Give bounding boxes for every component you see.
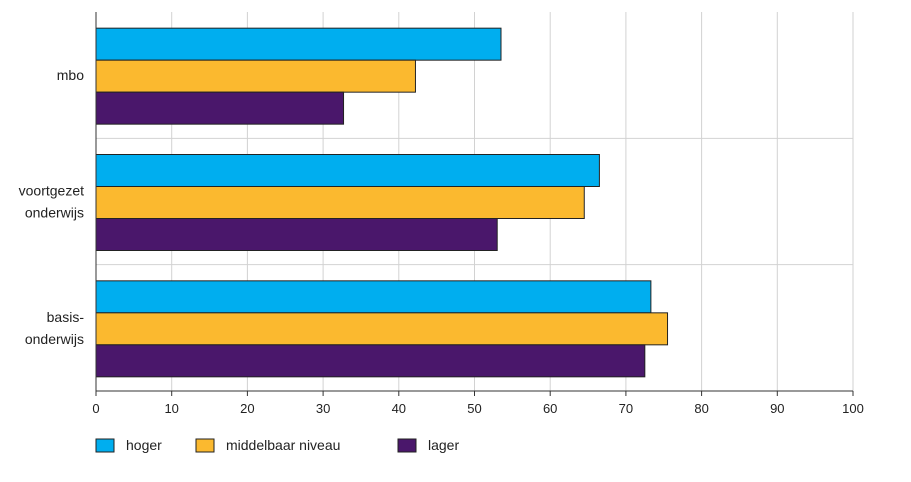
x-tick-label: 20 (240, 401, 254, 416)
category-label: mbo (57, 67, 84, 83)
category-label: onderwijs (25, 331, 84, 347)
x-tick-label: 90 (770, 401, 784, 416)
bar-middelbaar-niveau-0 (95, 59, 416, 93)
x-tick-labels: 0 10 20 30 40 50 60 70 80 90 100 (92, 401, 863, 416)
bars (95, 27, 669, 378)
x-tick-label: 100 (842, 401, 864, 416)
x-tick-label: 70 (619, 401, 633, 416)
x-tick-label: 30 (316, 401, 330, 416)
legend-swatch-hoger (95, 438, 115, 453)
category-labels: mbo voortgezet onderwijs basis-onderwijs (19, 67, 85, 347)
legend: hoger middelbaar niveau lager (95, 437, 459, 453)
category-label: voortgezet (19, 183, 84, 199)
x-tick-label: 50 (467, 401, 481, 416)
category-label: onderwijs (25, 205, 84, 221)
x-tick-label: 0 (92, 401, 99, 416)
bar-hoger-2 (95, 280, 652, 314)
category-label: basis- (47, 309, 85, 325)
legend-label: middelbaar niveau (226, 437, 340, 453)
bar-middelbaar-niveau-1 (95, 186, 585, 219)
bar-middelbaar-niveau-2 (95, 312, 669, 346)
bar-lager-1 (95, 218, 498, 251)
bar-hoger-1 (95, 154, 600, 187)
x-tick-label: 40 (392, 401, 406, 416)
bar-hoger-0 (95, 27, 502, 61)
bar-lager-2 (95, 344, 646, 378)
x-tick-label: 60 (543, 401, 557, 416)
x-tick-label: 80 (694, 401, 708, 416)
x-tick-label: 10 (164, 401, 178, 416)
legend-swatch-lager (397, 438, 417, 453)
axes (95, 12, 854, 396)
legend-label: lager (428, 437, 459, 453)
legend-swatch-middelbaar-niveau (195, 438, 215, 453)
legend-label: hoger (126, 437, 162, 453)
bar-lager-0 (95, 91, 345, 125)
